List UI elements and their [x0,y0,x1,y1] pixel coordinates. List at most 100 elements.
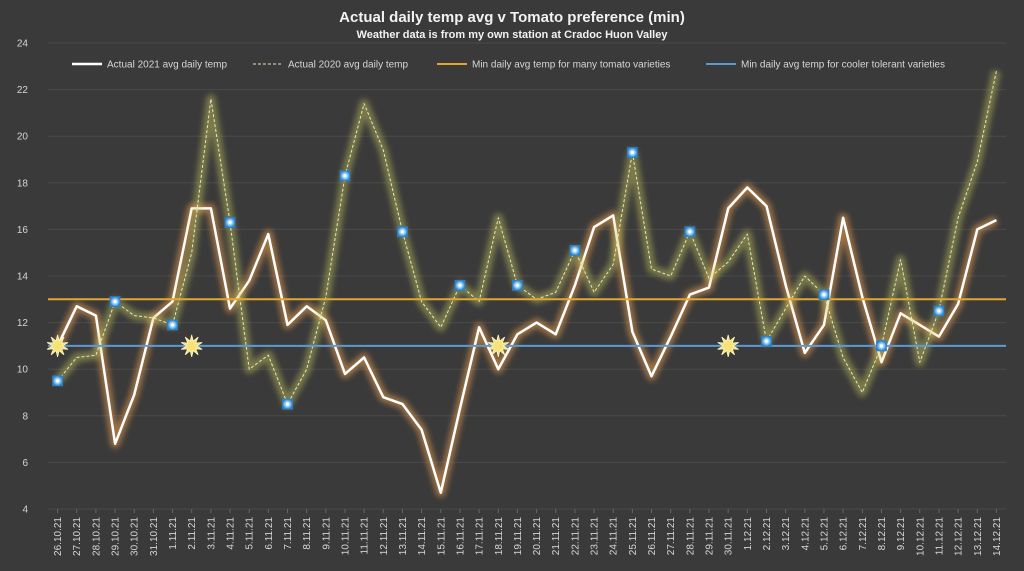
data-point [766,205,768,207]
x-tick-label: 18.11.21 [494,517,505,556]
x-tick-label: 30.10.21 [130,517,141,556]
data-point [785,285,787,287]
x-tick-label: 22.11.21 [570,517,581,556]
y-tick-label: 16 [17,225,29,236]
x-tick-label: 14.12.21 [992,517,1003,556]
x-tick-label: 3.12.21 [781,517,792,551]
x-tick-label: 2.11.21 [187,517,198,550]
x-tick-label: 1.12.21 [743,517,754,551]
data-point [804,275,806,277]
data-point [938,336,940,338]
data-point [153,317,155,319]
data-point [306,368,308,370]
data-point [383,149,385,151]
data-point [747,233,749,235]
data-point [76,305,78,307]
data-point [651,375,653,377]
data-point [268,354,270,356]
data-point [210,208,212,210]
x-tick-label: 13.12.21 [973,517,984,556]
x-tick-label: 13.11.21 [398,517,409,556]
x-tick-label: 9.11.21 [321,517,332,550]
y-axis-ticks: 4 6 8 10 12 14 16 18 20 22 24 [17,39,29,516]
data-point [804,352,806,354]
data-point [555,333,557,335]
x-tick-label: 25.11.21 [628,517,639,556]
x-tick-label: 1.11.21 [168,517,179,550]
square-marker-dot [55,379,60,383]
data-point [133,315,135,317]
data-point [823,324,825,326]
data-point [478,326,480,328]
x-tick-label: 8.12.21 [877,517,888,551]
legend-label: Min daily avg temp for many tomato varie… [472,60,670,71]
data-point [593,226,595,228]
x-tick-label: 29.10.21 [111,517,122,556]
square-marker-dot [170,323,175,327]
data-point [210,98,212,100]
data-point [593,292,595,294]
data-point [708,287,710,289]
data-point [919,324,921,326]
data-point [842,217,844,219]
legend-item: Min daily avg temp for cooler tolerant v… [706,60,945,71]
x-tick-label: 16.11.21 [455,517,466,556]
square-marker-dot [400,230,405,234]
data-point [114,443,116,445]
legend-label: Min daily avg temp for cooler tolerant v… [741,60,945,71]
legend: Actual 2021 avg daily temp Actual 2020 av… [72,60,945,71]
data-point [976,161,978,163]
data-point [976,229,978,231]
square-marker-dot [764,339,769,343]
star-marker [487,334,509,357]
data-point [440,492,442,494]
star-marker [46,334,69,357]
x-tick-label: 5.11.21 [245,517,256,550]
data-point [536,322,538,324]
data-point [900,312,902,314]
data-point [497,217,499,219]
data-point [862,392,864,394]
x-tick-label: 20.11.21 [532,517,543,556]
x-tick-label: 4.11.21 [226,517,237,550]
x-tick-label: 26.11.21 [647,517,658,556]
data-point [402,403,404,405]
data-point [651,268,653,270]
star-marker [717,334,739,357]
x-tick-label: 15.11.21 [436,517,447,556]
data-point [95,354,97,356]
data-point [287,324,289,326]
data-point [727,261,729,263]
square-marker-dot [573,248,577,252]
data-point [612,264,614,266]
square-marker-dot [285,402,290,406]
x-tick-label: 28.11.21 [685,517,696,556]
data-point [689,294,691,296]
square-marker-dot [113,300,117,304]
data-point [191,252,193,254]
data-point [421,429,423,431]
legend-label: Actual 2020 avg daily temp [288,60,409,71]
data-point [957,217,959,219]
y-tick-label: 24 [17,39,29,50]
data-point [191,208,193,210]
series-line-2021 [56,186,997,494]
data-point [229,308,231,310]
data-point [670,275,672,277]
data-point [95,315,97,317]
square-marker-dot [688,230,692,234]
y-tick-label: 10 [17,365,29,376]
star-marker [180,334,203,357]
chart-title: Actual daily temp avg v Tomato preferenc… [339,9,685,26]
x-tick-label: 7.11.21 [283,517,294,550]
x-tick-label: 11.11.21 [360,517,371,555]
data-point [612,215,614,217]
x-tick-label: 7.12.21 [858,517,869,551]
data-point [133,394,135,396]
chart-subtitle: Weather data is from my own station at C… [357,29,669,41]
square-marker-dot [879,344,884,348]
x-tick-label: 6.12.21 [839,517,850,551]
legend-item: Actual 2020 avg daily temp [253,60,409,71]
